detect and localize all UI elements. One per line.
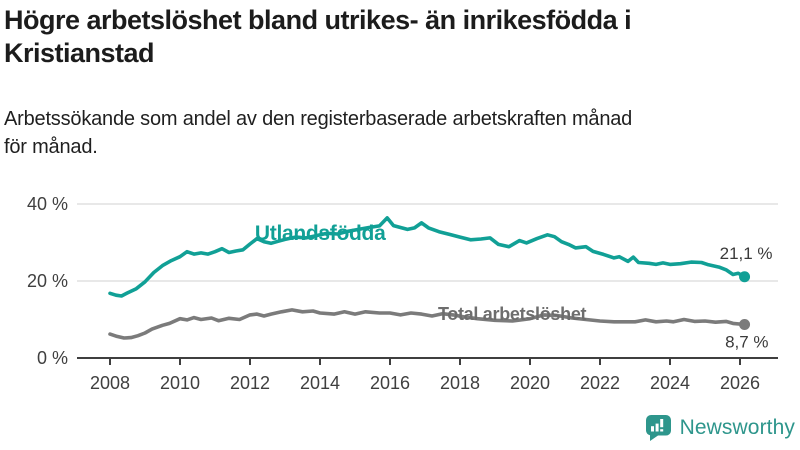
gridlines [77, 203, 778, 282]
series-labels: Utlandsfödda Total arbetslöshet [255, 222, 587, 324]
x-tick-label: 2024 [650, 373, 690, 393]
page-title: Högre arbetslöshet bland utrikes- än inr… [4, 4, 796, 70]
title-line-1: Högre arbetslöshet bland utrikes- än inr… [4, 5, 632, 35]
end-value-label-total: 8,7 % [725, 333, 768, 352]
y-axis-labels: 40 % 20 % 0 % [27, 194, 68, 368]
x-tick-label: 2010 [160, 373, 200, 393]
title-line-2: Kristianstad [4, 37, 155, 68]
chart-subtitle: Arbetssökande som andel av den registerb… [4, 105, 796, 161]
end-dot-total [739, 319, 751, 331]
x-axis: 2008 2010 2012 2014 2016 2018 2020 2022 2024 2026 [77, 357, 778, 393]
newsworthy-logo[interactable]: Newsworthy [645, 414, 795, 441]
series-label-utlandsfodda: Utlandsfödda [255, 222, 386, 245]
x-tick-label: 2022 [580, 373, 620, 393]
x-tick-label: 2020 [510, 373, 550, 393]
x-tick-label: 2018 [440, 373, 480, 393]
x-tick-label: 2016 [370, 373, 410, 393]
end-dot-utlandsfodda [739, 271, 751, 283]
x-tick-label: 2008 [90, 373, 130, 393]
y-tick-label: 40 % [27, 194, 68, 214]
series-line-total [108, 308, 747, 340]
y-tick-label: 20 % [27, 271, 68, 291]
x-tick-label: 2026 [720, 373, 760, 393]
end-markers [739, 271, 751, 331]
subtitle-line-1: Arbetssökande som andel av den registerb… [4, 108, 633, 130]
y-tick-label: 0 % [37, 348, 68, 368]
newsworthy-logo-icon [645, 415, 671, 441]
series-label-total: Total arbetslöshet [438, 304, 587, 324]
end-value-label-utlandsfodda: 21,1 % [720, 244, 773, 263]
x-tick-label: 2012 [230, 373, 270, 393]
newsworthy-logo-text: Newsworthy [679, 415, 795, 439]
line-chart: 2008 2010 2012 2014 2016 2018 2020 2022 2024 2026… [27, 194, 778, 393]
subtitle-line-2: för månad. [4, 136, 98, 158]
end-value-annotations: 21,1 % 8,7 % [720, 244, 773, 352]
series-line-utlandsfodda [108, 216, 747, 298]
series-lines [108, 216, 747, 340]
x-tick-label: 2014 [300, 373, 340, 393]
